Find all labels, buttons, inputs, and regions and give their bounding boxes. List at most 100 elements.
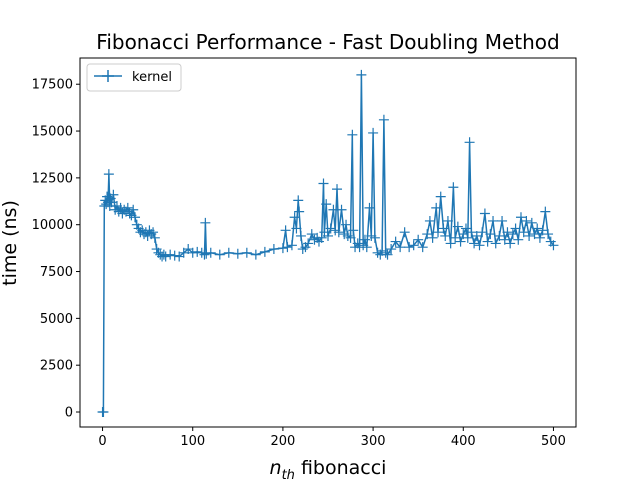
data-point xyxy=(342,230,353,241)
data-point xyxy=(187,247,198,258)
data-point xyxy=(524,230,535,241)
data-point xyxy=(214,249,225,260)
data-point xyxy=(316,232,327,243)
legend-marker-swatch xyxy=(102,70,114,82)
data-point xyxy=(368,127,379,138)
legend: kernel xyxy=(86,63,182,92)
data-point xyxy=(390,236,401,247)
data-point xyxy=(149,232,160,243)
data-point xyxy=(282,242,293,253)
data-point xyxy=(507,229,518,240)
data-point xyxy=(321,199,332,210)
data-point xyxy=(477,227,488,238)
data-point xyxy=(378,114,389,125)
data-point xyxy=(497,215,508,226)
data-point xyxy=(424,215,435,226)
data-point xyxy=(295,230,306,241)
data-point xyxy=(469,238,480,249)
y-tick-label: 12500 xyxy=(32,171,73,186)
data-point xyxy=(471,230,482,241)
y-tick-label: 10000 xyxy=(32,218,73,233)
y-axis: 0 2500 5000 7500 10000 12500 15000 17500 xyxy=(32,78,80,421)
data-point xyxy=(169,250,180,261)
data-point xyxy=(280,225,291,236)
data-point xyxy=(148,227,159,238)
data-point xyxy=(464,137,475,148)
y-tick-label: 5000 xyxy=(40,312,73,327)
data-point xyxy=(325,223,336,234)
data-point xyxy=(293,195,304,206)
x-tick-label: 400 xyxy=(451,434,476,449)
data-point xyxy=(532,223,543,234)
data-point xyxy=(474,240,485,251)
data-point xyxy=(386,244,397,255)
x-tick-label: 500 xyxy=(541,434,566,449)
data-point xyxy=(199,249,210,260)
data-point xyxy=(223,247,234,258)
plot-frame xyxy=(79,57,577,428)
data-point xyxy=(460,223,471,234)
data-point xyxy=(98,407,109,418)
data-point xyxy=(482,236,493,247)
data-point xyxy=(103,169,114,180)
legend-label-kernel: kernel xyxy=(132,70,172,85)
y-tick-label: 7500 xyxy=(40,265,73,280)
data-point xyxy=(345,232,356,243)
data-point xyxy=(529,229,540,240)
data-point xyxy=(364,202,375,213)
x-axis-label-rest: fibonacci xyxy=(295,457,387,479)
data-point xyxy=(165,249,176,260)
y-tick-label: 2500 xyxy=(40,359,73,374)
data-point xyxy=(466,227,477,238)
data-point xyxy=(291,223,302,234)
data-point xyxy=(303,238,314,249)
data-point xyxy=(309,234,320,245)
data-point xyxy=(488,215,499,226)
data-point xyxy=(268,244,279,255)
data-point xyxy=(515,212,526,223)
data-point xyxy=(502,227,513,238)
y-axis-label: time (ns) xyxy=(0,200,21,286)
data-point xyxy=(369,232,380,243)
data-point xyxy=(347,129,358,140)
data-point xyxy=(513,234,524,245)
x-tick-label: 300 xyxy=(361,434,386,449)
data-point xyxy=(431,202,442,213)
data-point xyxy=(294,206,305,217)
data-point xyxy=(442,215,453,226)
data-point xyxy=(417,242,428,253)
data-point xyxy=(250,249,261,260)
data-point xyxy=(201,248,212,259)
data-point xyxy=(404,242,415,253)
data-point xyxy=(399,227,410,238)
data-point xyxy=(490,238,501,249)
data-point xyxy=(241,247,252,258)
data-point xyxy=(286,240,297,251)
data-point xyxy=(452,221,463,232)
data-point xyxy=(485,229,496,240)
data-point xyxy=(479,208,490,219)
data-point xyxy=(455,236,466,247)
y-tick-label: 0 xyxy=(65,406,73,421)
data-point xyxy=(122,202,133,213)
data-point xyxy=(526,217,537,228)
data-point xyxy=(408,240,419,251)
data-point xyxy=(450,232,461,243)
data-point xyxy=(445,238,456,249)
data-point xyxy=(534,232,545,243)
data-point xyxy=(361,242,372,253)
data-point xyxy=(518,227,529,238)
x-tick-label: 0 xyxy=(98,434,106,449)
data-point xyxy=(448,182,459,193)
data-point xyxy=(160,251,171,262)
data-point xyxy=(348,225,359,236)
data-point xyxy=(540,206,551,217)
data-point xyxy=(395,242,406,253)
legend-box xyxy=(86,63,182,92)
data-point xyxy=(341,219,352,230)
data-point xyxy=(380,247,391,258)
data-point xyxy=(289,212,300,223)
data-point xyxy=(438,223,449,234)
data-point xyxy=(196,247,207,258)
data-point xyxy=(433,227,444,238)
